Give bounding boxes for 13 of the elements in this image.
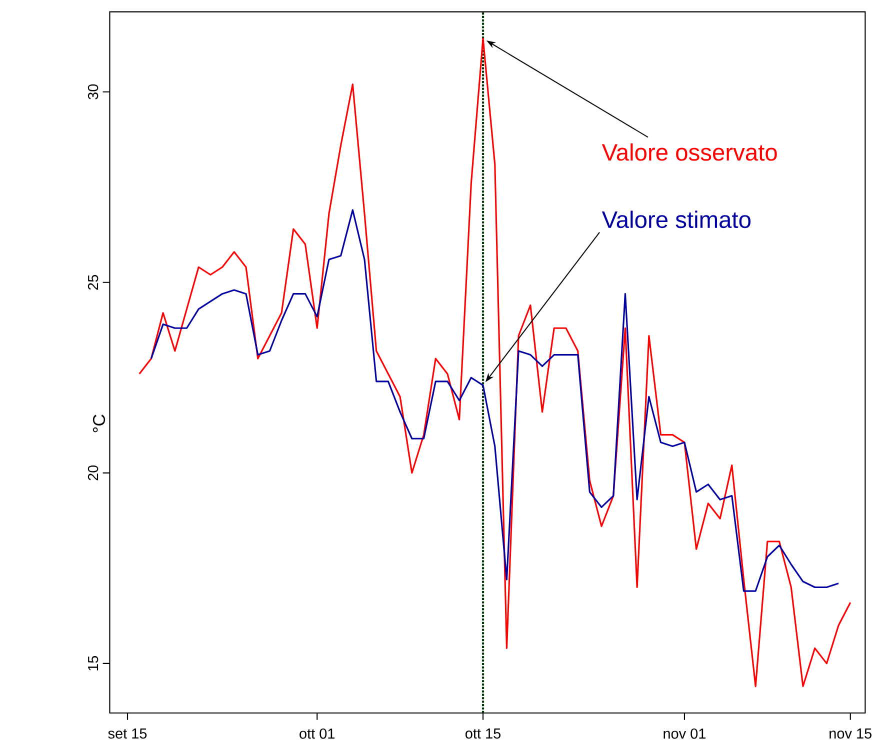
y-axis-title: °C	[92, 414, 106, 432]
x-tick-label: nov 15	[830, 728, 872, 738]
line-series	[138, 38, 852, 687]
x-tick-label: nov 01	[664, 728, 706, 739]
y-tick-label: 15	[88, 656, 98, 670]
y-tick-label: 20	[88, 465, 98, 480]
y-tick-label: 30	[88, 84, 98, 100]
text: Valore osservato	[602, 143, 777, 161]
x-tick-label: ott 15	[466, 728, 501, 738]
y-tick-label: 25	[88, 274, 98, 290]
x-tick-label: set 15	[108, 728, 147, 738]
text: Valore stimato	[602, 210, 750, 228]
x-tick-label: ott 01	[300, 728, 335, 739]
